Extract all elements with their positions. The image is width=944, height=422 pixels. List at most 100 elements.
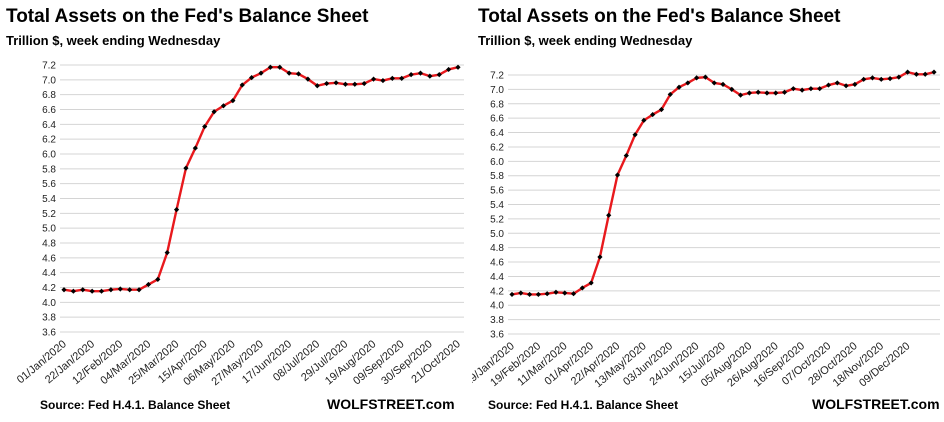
chart-1-y-tick-label: 6.0	[490, 157, 504, 168]
chart-0-data-point	[314, 83, 320, 89]
chart-1-data-point	[790, 86, 796, 92]
chart-0-data-point	[211, 109, 217, 115]
chart-0-y-tick-label: 6.8	[42, 90, 56, 101]
chart-0-data-point	[220, 103, 227, 109]
chart-0-data-point	[399, 75, 405, 81]
chart-0-y-tick-label: 5.0	[42, 224, 56, 235]
chart-0-y-tick-label: 4.0	[42, 298, 56, 309]
chart-0-data-point	[173, 207, 180, 213]
chart-1-data-point	[746, 90, 752, 96]
chart-1-data-point	[931, 69, 937, 75]
chart-0-data-point	[436, 72, 442, 78]
chart-1-y-tick-label: 3.8	[490, 315, 504, 326]
chart-1-data-point	[913, 71, 920, 77]
chart-1-data-point	[562, 290, 568, 296]
left-chart-brand: WOLFSTREET.com	[327, 396, 455, 412]
chart-0-data-point	[98, 288, 105, 294]
chart-0-data-point	[192, 145, 198, 151]
chart-1-y-tick-label: 4.4	[490, 272, 504, 283]
chart-1-y-tick-label: 7.0	[490, 85, 504, 96]
chart-0-y-tick-label: 6.2	[42, 135, 56, 146]
chart-0-y-tick-label: 7.2	[42, 61, 56, 72]
chart-1-series-line	[511, 70, 935, 296]
chart-1-y-tick-label: 6.8	[490, 99, 504, 110]
chart-1-data-point	[509, 291, 515, 298]
chart-0-data-point	[145, 281, 152, 288]
left-chart-title: Total Assets on the Fed's Balance Sheet	[6, 6, 369, 27]
chart-1-data-point	[781, 89, 788, 95]
chart-0-data-point	[61, 287, 67, 293]
chart-0-y-tick-label: 5.6	[42, 179, 56, 190]
chart-0-data-point	[202, 123, 208, 130]
chart-0-y-tick-label: 6.0	[42, 150, 56, 161]
chart-1-data-point	[905, 69, 911, 75]
chart-0-data-point	[380, 77, 386, 84]
chart-0-data-point	[277, 64, 283, 70]
right-chart-brand: WOLFSTREET.com	[812, 396, 940, 412]
chart-1-data-point	[799, 87, 805, 93]
chart-0-y-tick-label: 5.8	[42, 164, 56, 175]
chart-0-data-point	[305, 76, 311, 82]
chart-0-y-tick-label: 3.8	[42, 313, 56, 324]
chart-1-data-point	[588, 280, 594, 286]
chart-0-data-point	[155, 276, 161, 282]
chart-1-data-point	[720, 81, 726, 87]
chart-0-y-tick-label: 4.8	[42, 239, 56, 250]
chart-1-data-point	[667, 91, 673, 98]
chart-1-data-point	[773, 90, 779, 96]
left-chart-subtitle: Trillion $, week ending Wednesday	[6, 33, 221, 48]
chart-1-y-tick-label: 4.6	[490, 258, 504, 269]
chart-0-data-point	[70, 288, 76, 294]
chart-0-data-point	[427, 73, 433, 79]
chart-1-data-point	[737, 92, 744, 98]
chart-1-data-point	[861, 76, 867, 82]
chart-0-data-point	[127, 287, 133, 293]
chart-1-data-point	[641, 117, 647, 123]
chart-1-y-tick-label: 3.6	[490, 330, 504, 341]
chart-1-data-point	[825, 82, 832, 88]
chart-1-data-point	[869, 75, 876, 81]
chart-0-data-point	[239, 82, 245, 88]
chart-1-data-point	[518, 290, 524, 296]
chart-1-y-tick-label: 7.2	[490, 71, 504, 82]
chart-1-y-tick-label: 5.8	[490, 171, 504, 182]
chart-1-data-point	[843, 83, 849, 89]
chart-0-y-tick-label: 6.6	[42, 105, 56, 116]
left-chart-panel: 3.6 3.8 4.0 4.2 4.4 4.6 4.8 5.0 5.2 5.4 5.6 5.8 6.0 6…	[6, 6, 464, 412]
chart-1-data-point	[817, 86, 823, 92]
chart-1-data-point	[614, 172, 621, 178]
chart-0-data-point	[249, 75, 255, 81]
chart-0-y-tick-label: 6.4	[42, 120, 56, 131]
chart-1-y-tick-label: 6.2	[490, 142, 504, 153]
chart-1-data-point	[729, 86, 735, 92]
chart-1-data-point	[694, 75, 700, 81]
chart-0-data-point	[333, 80, 339, 86]
chart-0-data-point	[361, 80, 367, 87]
chart-1-y-tick-label: 5.6	[490, 186, 504, 197]
chart-0-y-tick-label: 5.4	[42, 194, 56, 205]
chart-1-y-tick-label: 6.6	[490, 114, 504, 125]
chart-1-data-point	[544, 291, 550, 297]
chart-1-data-point	[922, 71, 928, 77]
chart-1-data-point	[606, 212, 612, 218]
chart-1-data-point	[808, 86, 814, 92]
chart-0-data-point	[455, 64, 461, 70]
chart-0-data-point	[286, 70, 292, 76]
chart-0-data-point	[80, 287, 86, 293]
chart-0-y-tick-label: 3.6	[42, 328, 56, 339]
chart-0-data-point	[183, 165, 189, 171]
chart-1-y-tick-label: 5.0	[490, 229, 504, 240]
chart-0-data-point	[417, 70, 424, 76]
right-chart: 3.6 3.8 4.0 4.2 4.4 4.6 4.8 5.0 5.2 5.4 5.6 5.8 6.0 6…	[472, 69, 940, 390]
chart-1-data-point	[878, 76, 884, 82]
chart-0-y-tick-label: 4.4	[42, 268, 56, 279]
chart-0-data-point	[342, 81, 349, 87]
chart-1-data-point	[887, 75, 893, 82]
chart-0-data-point	[324, 80, 330, 87]
chart-0-y-tick-label: 4.2	[42, 283, 56, 294]
chart-1-data-point	[535, 291, 541, 298]
right-chart-source: Source: Fed H.4.1. Balance Sheet	[488, 398, 679, 412]
chart-0-y-tick-label: 7.0	[42, 75, 56, 86]
right-chart-title: Total Assets on the Fed's Balance Sheet	[478, 6, 841, 27]
